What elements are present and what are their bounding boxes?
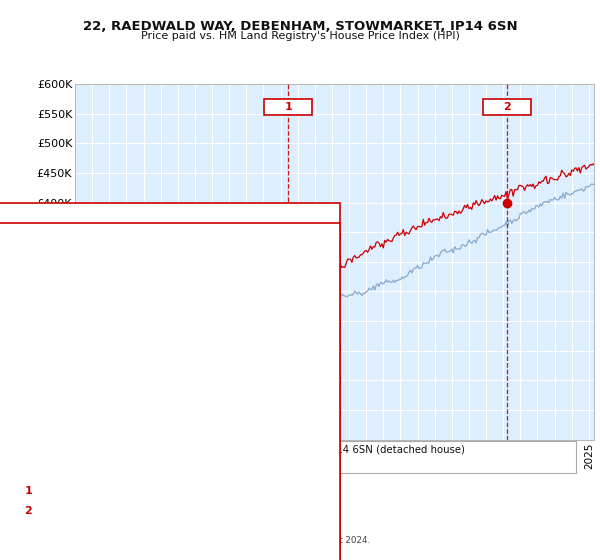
Text: 22, RAEDWALD WAY, DEBENHAM, STOWMARKET, IP14 6SN: 22, RAEDWALD WAY, DEBENHAM, STOWMARKET, … xyxy=(83,20,517,32)
Text: HPI: Average price, detached house, Mid Suffolk: HPI: Average price, detached house, Mid … xyxy=(76,459,319,469)
Text: 11% ↑ HPI: 11% ↑ HPI xyxy=(282,506,340,516)
Text: 13% ↑ HPI: 13% ↑ HPI xyxy=(282,486,340,496)
Text: 1: 1 xyxy=(25,486,32,496)
Text: 15-JUN-2007: 15-JUN-2007 xyxy=(60,486,130,496)
FancyBboxPatch shape xyxy=(264,99,312,115)
Text: 17-MAR-2020: 17-MAR-2020 xyxy=(60,506,133,516)
FancyBboxPatch shape xyxy=(483,99,531,115)
Text: 2: 2 xyxy=(503,102,511,112)
Text: 22, RAEDWALD WAY, DEBENHAM, STOWMARKET, IP14 6SN (detached house): 22, RAEDWALD WAY, DEBENHAM, STOWMARKET, … xyxy=(76,445,466,455)
Text: Price paid vs. HM Land Registry's House Price Index (HPI): Price paid vs. HM Land Registry's House … xyxy=(140,31,460,41)
Text: 2: 2 xyxy=(25,506,32,516)
Text: 1: 1 xyxy=(284,102,292,112)
Text: Contains HM Land Registry data © Crown copyright and database right 2024.
This d: Contains HM Land Registry data © Crown c… xyxy=(30,536,370,557)
Text: £400,000: £400,000 xyxy=(168,506,220,516)
Text: £294,250: £294,250 xyxy=(168,486,220,496)
